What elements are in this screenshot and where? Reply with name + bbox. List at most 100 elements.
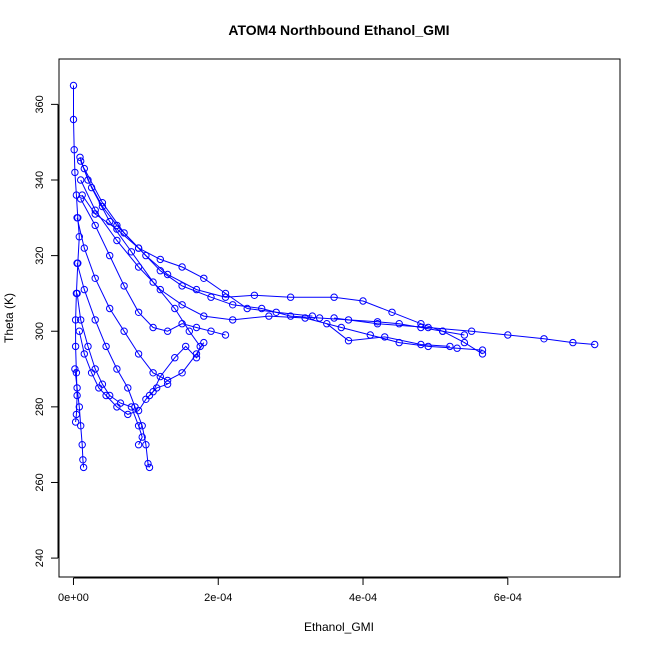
data-point xyxy=(221,331,230,339)
data-point xyxy=(91,210,99,218)
data-point xyxy=(71,342,80,351)
data-point xyxy=(80,164,89,173)
data-point xyxy=(301,314,309,322)
data-point xyxy=(77,316,85,324)
data-point xyxy=(91,221,99,230)
data-point xyxy=(243,304,251,313)
data-point xyxy=(127,248,136,256)
data-point xyxy=(265,312,273,320)
data-series xyxy=(75,327,172,419)
data-point xyxy=(178,301,186,309)
data-point xyxy=(70,146,78,154)
data-point xyxy=(71,168,79,177)
data-point xyxy=(395,338,403,347)
series-line xyxy=(78,331,168,415)
data-point xyxy=(134,244,143,252)
data-point xyxy=(80,285,89,294)
data-point xyxy=(192,285,201,294)
data-point xyxy=(138,433,146,441)
data-point xyxy=(417,340,425,349)
data-point xyxy=(75,403,84,411)
data-series xyxy=(77,157,204,400)
data-point xyxy=(344,337,353,345)
data-point xyxy=(359,297,367,305)
series-layer xyxy=(69,81,599,472)
data-point xyxy=(106,304,114,313)
data-point xyxy=(272,308,280,316)
chart-title: ATOM4 Northbound Ethanol_GMI xyxy=(228,22,449,38)
data-point xyxy=(69,81,78,90)
data-point xyxy=(91,316,99,324)
data-point xyxy=(73,384,81,392)
y-tick-label: 360 xyxy=(34,95,46,113)
data-point xyxy=(569,338,577,347)
data-point xyxy=(192,354,201,362)
data-point xyxy=(77,157,85,165)
data-point xyxy=(207,293,215,301)
data-point xyxy=(127,403,136,411)
data-point xyxy=(124,410,132,419)
data-point xyxy=(424,342,432,351)
data-point xyxy=(182,342,190,351)
series-line xyxy=(326,323,450,347)
data-point xyxy=(75,327,84,335)
data-point xyxy=(388,308,396,316)
data-point xyxy=(453,344,461,352)
series-line xyxy=(334,317,595,345)
data-point xyxy=(77,422,85,430)
data-point xyxy=(77,195,85,203)
data-point xyxy=(156,285,165,294)
data-point xyxy=(149,323,157,332)
data-point xyxy=(84,176,92,184)
data-point xyxy=(78,441,86,449)
data-point xyxy=(200,338,208,347)
data-point xyxy=(200,312,208,320)
data-point xyxy=(163,270,172,279)
data-point xyxy=(171,304,179,313)
data-series xyxy=(71,365,88,472)
data-series xyxy=(69,81,84,426)
data-series xyxy=(73,214,208,385)
data-point xyxy=(73,289,81,298)
data-point xyxy=(134,406,143,415)
plot-frame xyxy=(58,58,621,578)
data-point xyxy=(373,318,382,326)
data-point xyxy=(79,463,88,472)
data-point xyxy=(120,327,128,335)
axes-layer: 0e+00 2e-04 4e-04 6e-04 240 260 280 300 320 340 36… xyxy=(34,95,522,604)
data-point xyxy=(113,403,121,411)
y-tick-label: 280 xyxy=(34,398,46,416)
data-series xyxy=(73,289,146,449)
data-point xyxy=(156,255,165,264)
data-point xyxy=(72,191,81,199)
data-point xyxy=(73,391,81,400)
data-point xyxy=(156,372,165,381)
data-point xyxy=(478,350,487,358)
x-tick-label: 4e-04 xyxy=(349,592,377,604)
data-point xyxy=(192,323,201,332)
data-point xyxy=(145,463,154,472)
series-line xyxy=(76,293,143,445)
data-point xyxy=(95,384,103,392)
data-series xyxy=(73,259,154,472)
data-point xyxy=(80,244,89,252)
data-point xyxy=(591,340,599,349)
data-point xyxy=(113,365,121,373)
y-tick-label: 320 xyxy=(34,246,46,264)
data-point xyxy=(250,291,259,299)
data-point xyxy=(229,316,237,324)
data-point xyxy=(286,312,295,320)
data-point xyxy=(308,312,317,320)
data-point xyxy=(381,333,389,341)
data-point xyxy=(76,153,84,162)
data-series xyxy=(76,153,469,339)
data-point xyxy=(424,323,432,332)
data-point xyxy=(460,331,469,339)
data-point xyxy=(71,365,79,373)
data-point xyxy=(69,115,78,124)
data-point xyxy=(330,314,338,322)
data-point xyxy=(221,289,230,298)
data-point xyxy=(102,391,110,400)
x-tick-label: 6e-04 xyxy=(494,592,522,604)
